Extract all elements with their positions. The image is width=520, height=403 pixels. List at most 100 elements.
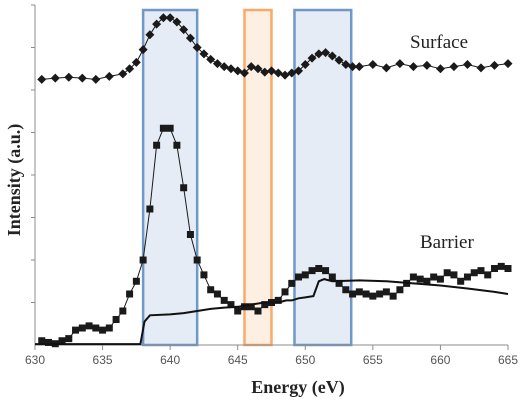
data-point-diamond xyxy=(77,73,87,83)
data-point-square xyxy=(227,301,235,309)
data-point-square xyxy=(58,337,66,345)
data-point-square xyxy=(490,265,498,272)
data-point-diamond xyxy=(104,71,114,81)
data-point-square xyxy=(119,307,127,315)
data-point-square xyxy=(146,205,154,213)
data-point-square xyxy=(342,286,350,294)
x-tick-label: 665 xyxy=(498,353,518,367)
data-point-square xyxy=(362,290,370,298)
data-point-diamond xyxy=(307,53,317,63)
data-point-square xyxy=(389,292,397,300)
data-point-diamond xyxy=(503,59,513,69)
data-point-square xyxy=(463,273,471,281)
data-point-square xyxy=(132,277,140,285)
data-point-diamond xyxy=(206,54,216,64)
data-point-square xyxy=(322,267,330,275)
data-point-square xyxy=(416,275,424,283)
highlight-bands xyxy=(141,8,353,347)
data-point-square xyxy=(457,277,465,285)
data-point-square xyxy=(470,269,478,277)
data-point-square xyxy=(207,286,215,294)
data-point-diamond xyxy=(354,62,364,72)
data-point-square xyxy=(504,265,512,272)
data-point-diamond xyxy=(131,57,141,67)
data-point-square xyxy=(200,271,208,279)
data-point-square xyxy=(409,273,417,281)
data-point-square xyxy=(301,271,309,279)
x-tick-label: 635 xyxy=(93,353,113,367)
data-point-square xyxy=(213,290,221,298)
data-point-square xyxy=(430,273,438,281)
data-point-diamond xyxy=(37,74,47,84)
data-point-square xyxy=(274,296,282,304)
data-point-square xyxy=(450,271,458,279)
data-point-square xyxy=(369,292,377,300)
series-3 xyxy=(35,278,509,346)
data-point-diamond xyxy=(212,59,222,69)
data-point-square xyxy=(396,286,404,294)
data-point-square xyxy=(247,303,255,311)
data-point-square xyxy=(139,256,147,264)
data-point-diamond xyxy=(125,64,135,74)
data-point-square xyxy=(234,307,242,315)
data-point-square xyxy=(295,273,303,281)
data-point-diamond xyxy=(476,63,486,73)
x-tick-labels: 630 635 640 645 650 655 660 665 xyxy=(25,345,518,367)
data-point-square xyxy=(159,124,167,132)
data-point-diamond xyxy=(300,60,310,69)
data-point-square xyxy=(328,273,336,281)
data-point-square xyxy=(349,290,357,298)
x-tick-label: 650 xyxy=(295,353,315,367)
data-point-diamond xyxy=(435,64,445,74)
data-point-diamond xyxy=(489,60,499,70)
x-tick-label: 660 xyxy=(430,353,450,367)
data-point-diamond xyxy=(408,62,418,72)
data-point-diamond xyxy=(152,19,162,29)
data-point-square xyxy=(112,316,120,323)
data-point-diamond xyxy=(395,59,405,69)
data-point-diamond xyxy=(422,60,432,70)
x-axis-title: Energy (eV) xyxy=(251,377,344,398)
data-point-diamond xyxy=(449,62,459,72)
data-point-square xyxy=(315,265,323,272)
data-point-square xyxy=(105,324,113,332)
data-point-diamond xyxy=(327,51,337,61)
data-point-square xyxy=(85,322,93,330)
data-point-diamond xyxy=(321,48,331,58)
data-point-diamond xyxy=(172,17,182,27)
data-point-diamond xyxy=(219,62,229,72)
x-tick-label: 645 xyxy=(228,353,248,367)
data-point-square xyxy=(220,296,228,304)
data-point-square xyxy=(281,288,289,296)
data-point-square xyxy=(186,231,194,238)
data-point-square xyxy=(376,290,384,298)
data-point-square xyxy=(99,326,107,334)
data-point-square xyxy=(484,271,492,279)
data-point-diamond xyxy=(260,67,270,77)
data-point-diamond xyxy=(199,49,209,59)
data-point-diamond xyxy=(273,68,283,78)
data-point-square xyxy=(92,324,100,332)
data-point-square xyxy=(45,338,53,346)
data-point-square xyxy=(308,267,316,275)
data-point-diamond xyxy=(138,45,148,55)
data-point-square xyxy=(180,184,188,192)
x-tick-label: 640 xyxy=(160,353,180,367)
data-point-diamond xyxy=(165,13,175,23)
data-point-square xyxy=(254,307,262,315)
series-group xyxy=(35,13,513,348)
data-point-diamond xyxy=(233,66,243,76)
highlight-band-1 xyxy=(141,8,199,347)
series-3-line xyxy=(35,278,509,346)
data-point-diamond xyxy=(341,60,351,69)
data-point-diamond xyxy=(239,68,249,78)
data-point-square xyxy=(355,288,363,296)
data-point-diamond xyxy=(226,64,236,74)
data-point-square xyxy=(126,290,134,298)
data-point-square xyxy=(166,124,174,132)
data-point-square xyxy=(497,262,505,270)
data-point-square xyxy=(38,337,46,345)
data-point-square xyxy=(65,335,73,343)
data-point-diamond xyxy=(185,33,195,43)
